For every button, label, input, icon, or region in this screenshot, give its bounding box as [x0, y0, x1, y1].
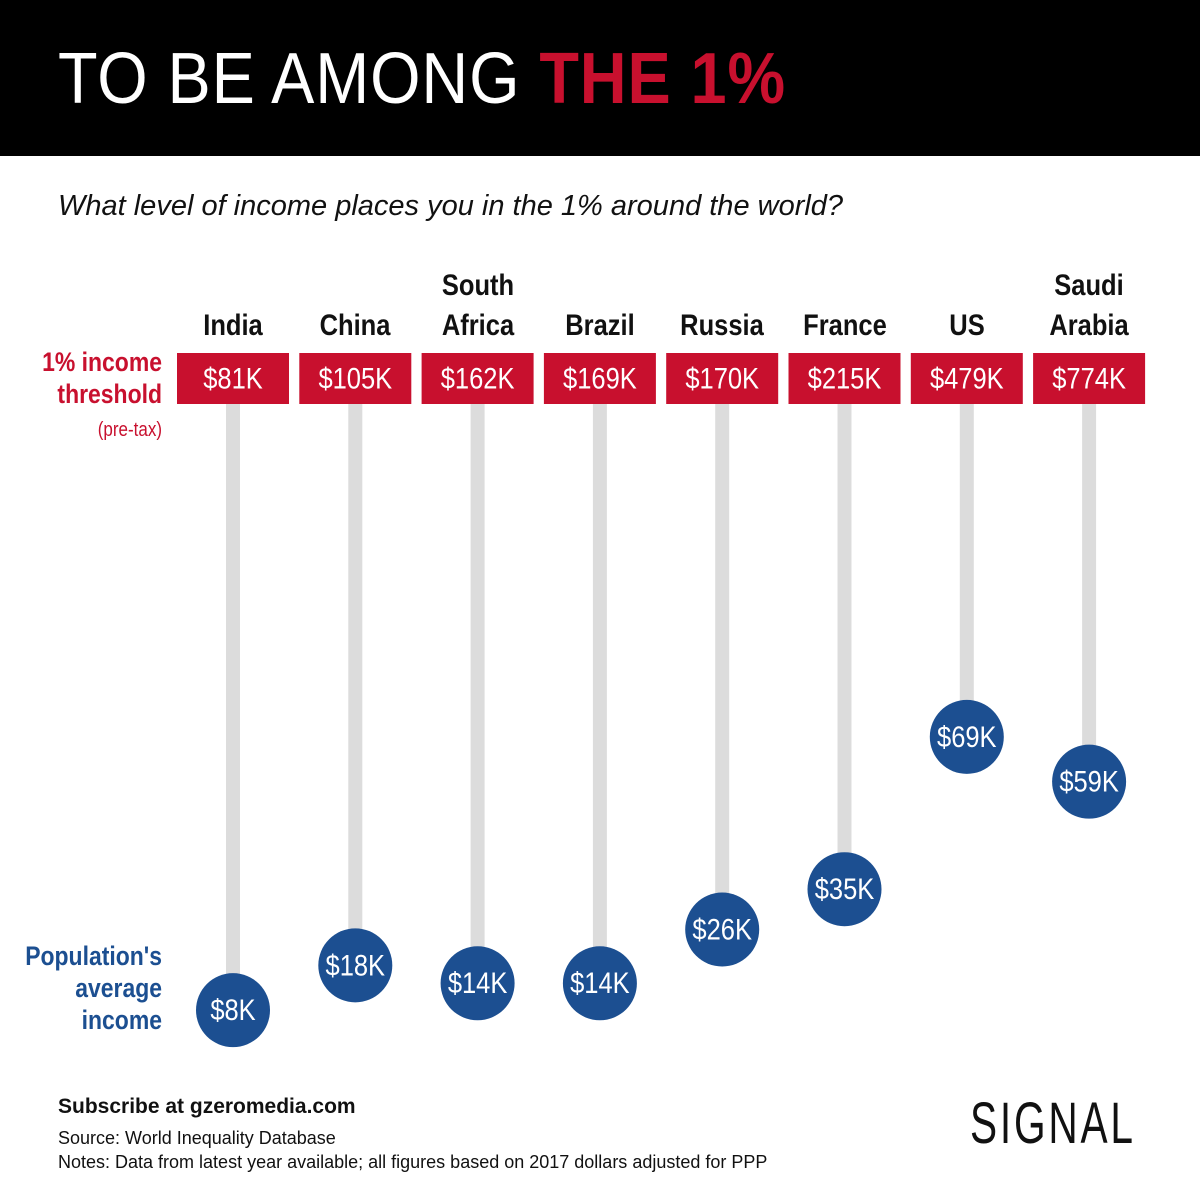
- average-dot: [685, 892, 760, 967]
- connector: [715, 404, 730, 930]
- connector: [592, 404, 607, 984]
- threshold-note: (pre-tax): [97, 419, 162, 441]
- connector: [226, 404, 240, 1011]
- threshold-label: $169K: [563, 361, 637, 394]
- connector: [470, 404, 485, 984]
- threshold-label: 1% income threshold: [42, 347, 162, 409]
- category-label: China: [319, 309, 391, 342]
- average-dot: [1052, 744, 1127, 819]
- average-dot: [562, 946, 637, 1021]
- logo: SIGNAL: [970, 1091, 1136, 1156]
- connector: [959, 404, 974, 737]
- header: [0, 0, 1200, 156]
- threshold-box: [910, 353, 1023, 404]
- average-label: $26K: [692, 913, 752, 946]
- threshold-box: [299, 353, 412, 404]
- threshold-label: $774K: [1052, 361, 1126, 394]
- average-dot: [318, 928, 393, 1003]
- subscribe: Subscribe at gzeromedia.com: [58, 1095, 356, 1118]
- category-label: Brazil: [565, 309, 635, 342]
- average-dot: [929, 699, 1004, 774]
- threshold-box: [1033, 353, 1146, 404]
- threshold-box: [177, 353, 289, 404]
- threshold-label: $479K: [930, 361, 1004, 394]
- average-label: $35K: [815, 872, 875, 905]
- average-label: $18K: [326, 948, 386, 981]
- average-label: $14K: [448, 966, 508, 999]
- category-label: India: [203, 309, 263, 342]
- average-label: $14K: [570, 966, 630, 999]
- connector: [348, 404, 363, 966]
- threshold-label: $81K: [203, 361, 263, 394]
- average-label: Population's average income: [25, 941, 162, 1035]
- title-highlight: THE 1%: [539, 39, 786, 119]
- title: TO BE AMONG THE 1%: [58, 38, 786, 120]
- connector: [837, 404, 852, 890]
- category-label: Saudi Arabia: [1049, 269, 1129, 342]
- average-dot: [440, 946, 515, 1021]
- average-dot: [807, 852, 882, 927]
- title-text: TO BE AMONG: [58, 39, 521, 119]
- average-dot: [196, 973, 270, 1048]
- threshold-label: $215K: [808, 361, 882, 394]
- threshold-label: $105K: [318, 361, 392, 394]
- threshold-box: [788, 353, 901, 404]
- average-label: $69K: [937, 720, 997, 753]
- average-label: $8K: [210, 993, 256, 1026]
- average-label: $59K: [1059, 765, 1119, 798]
- threshold-box: [421, 353, 534, 404]
- threshold-box: [666, 353, 779, 404]
- category-label: Russia: [680, 309, 764, 342]
- category-label: France: [802, 309, 887, 342]
- connector: [1082, 404, 1097, 782]
- threshold-label: $170K: [685, 361, 759, 394]
- threshold-label: $162K: [441, 361, 515, 394]
- threshold-box: [543, 353, 656, 404]
- category-label: US: [949, 309, 985, 342]
- subtitle: What level of income places you in the 1…: [58, 190, 844, 222]
- category-label: South Africa: [441, 269, 514, 342]
- source: Source: World Inequality Database: [58, 1128, 336, 1148]
- notes: Notes: Data from latest year available; …: [58, 1152, 768, 1172]
